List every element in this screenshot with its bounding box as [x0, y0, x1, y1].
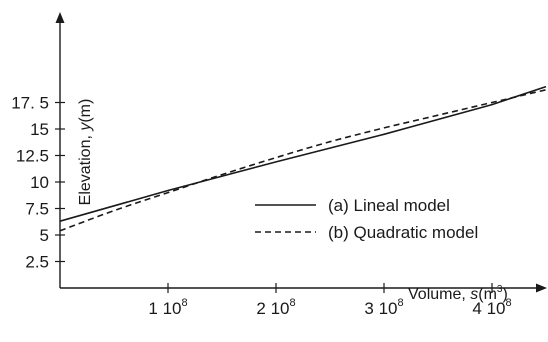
y-tick-label: 7.5: [25, 200, 49, 219]
series-quadratic-line: [59, 89, 547, 232]
y-tick-label: 10: [30, 173, 49, 192]
series-lineal-line: [59, 85, 547, 222]
y-tick-label: 17. 5: [11, 94, 49, 113]
y-ticks: 2.5 5 7.5 10 12.5 15 17. 5: [11, 94, 65, 272]
legend-label-lineal: (a) Lineal model: [328, 196, 450, 215]
x-tick-label: 4 108: [472, 297, 511, 318]
y-axis-label: Elevation, y(m): [77, 99, 94, 206]
y-axis-arrow: [55, 12, 65, 23]
y-tick-label: 5: [40, 226, 49, 245]
legend-label-quadratic: (b) Quadratic model: [328, 223, 478, 242]
series-group: [59, 85, 547, 232]
y-tick-label: 2.5: [25, 253, 49, 272]
x-axis-label: Volume, s(m3): [408, 284, 508, 303]
y-tick-label: 12.5: [16, 147, 49, 166]
axes: [55, 12, 547, 293]
x-tick-label: 2 108: [256, 297, 295, 318]
x-tick-label: 1 108: [148, 297, 187, 318]
x-axis-arrow: [536, 283, 547, 293]
legend: (a) Lineal model (b) Quadratic model: [255, 196, 478, 242]
y-tick-label: 15: [30, 120, 49, 139]
x-tick-label: 3 108: [364, 297, 403, 318]
